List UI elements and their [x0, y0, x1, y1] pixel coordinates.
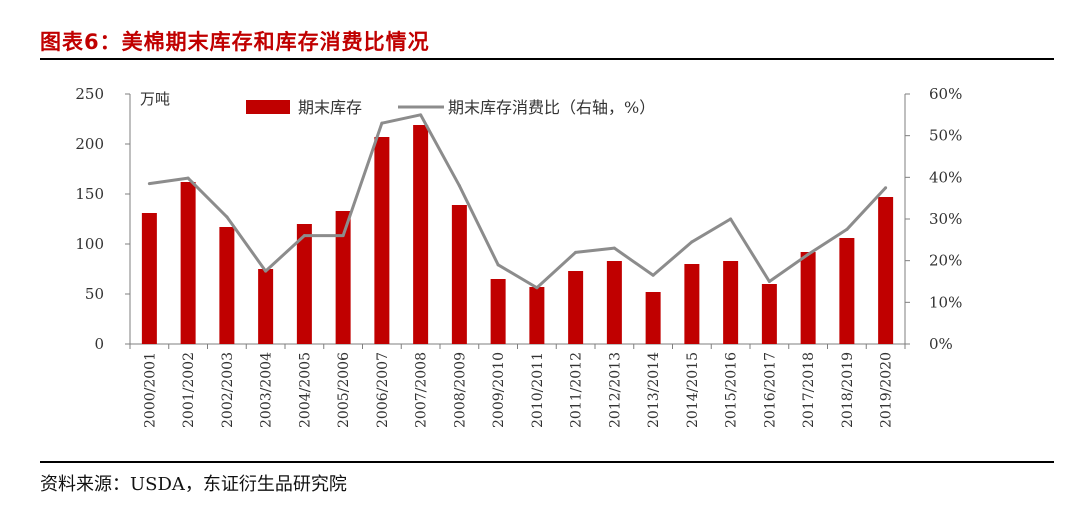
x-tick-label: 2012/2013 [607, 352, 623, 428]
line-stock-to-use-ratio [149, 113, 887, 290]
x-tick-label: 2007/2008 [414, 352, 430, 428]
x-tick-label: 2019/2020 [879, 352, 895, 428]
x-tick-label: 2010/2011 [530, 352, 546, 428]
bar-stock [296, 224, 312, 344]
x-tick-label: 2003/2004 [259, 352, 275, 428]
x-tick-label: 2011/2012 [569, 352, 585, 428]
x-tick-label: 2008/2009 [452, 352, 468, 428]
line-point [845, 227, 849, 231]
right-tick-label: 50% [929, 127, 962, 145]
y-axis-unit-label: 万吨 [140, 90, 170, 108]
bottom-rule [40, 461, 1054, 463]
line-point [690, 240, 694, 244]
bar-stock [413, 125, 429, 344]
x-tick-label: 2001/2002 [181, 352, 197, 428]
line-point [419, 113, 423, 117]
line-point [496, 263, 500, 267]
right-tick-label: 30% [929, 210, 962, 228]
line-point [341, 234, 345, 238]
x-tick-label: 2016/2017 [762, 352, 778, 428]
line-point [225, 215, 229, 219]
left-tick-label: 200 [75, 135, 104, 153]
line-point [264, 269, 268, 273]
line-point [147, 182, 151, 186]
figure-title: 图表6：美棉期末库存和库存消费比情况 [40, 30, 430, 54]
x-tick-label: 2000/2001 [142, 352, 158, 428]
bar-stock [258, 269, 274, 344]
bar-stock [529, 287, 545, 344]
legend-label-ratio: 期末库存消费比（右轴，%） [448, 98, 655, 117]
bar-stock [374, 137, 390, 344]
bar-stock [839, 238, 855, 344]
legend-swatch-stock [246, 100, 290, 114]
x-tick-label: 2017/2018 [801, 352, 817, 428]
bar-stock [606, 261, 622, 344]
left-tick-label: 100 [75, 235, 104, 253]
right-tick-label: 60% [929, 85, 962, 103]
x-tick-label: 2006/2007 [375, 352, 391, 428]
line-point [574, 250, 578, 254]
bar-stock [335, 211, 351, 344]
line-point [535, 286, 539, 290]
bar-stock [723, 261, 739, 344]
x-tick-label: 2005/2006 [336, 352, 352, 428]
line-point [302, 234, 306, 238]
line-point [186, 176, 190, 180]
x-tick-label: 2018/2019 [840, 352, 856, 428]
source-note: 资料来源：USDA，东证衍生品研究院 [40, 474, 347, 495]
bar-stock [761, 284, 777, 344]
left-tick-label: 50 [85, 285, 104, 303]
line-point [457, 184, 461, 188]
line-point [884, 186, 888, 190]
left-tick-label: 0 [94, 335, 104, 353]
bar-stock [141, 213, 157, 344]
line-point [806, 252, 810, 256]
line-point [380, 121, 384, 125]
bar-stock [800, 252, 816, 344]
x-tick-label: 2015/2016 [724, 352, 740, 428]
line-point [729, 217, 733, 221]
right-tick-label: 40% [929, 168, 962, 186]
x-tick-label: 2002/2003 [220, 352, 236, 428]
left-tick-label: 250 [75, 85, 104, 103]
x-tick-label: 2014/2015 [685, 352, 701, 428]
x-tick-label: 2009/2010 [491, 352, 507, 428]
right-tick-label: 10% [929, 293, 962, 311]
line-point [612, 246, 616, 250]
bar-stock [451, 205, 467, 344]
left-tick-label: 150 [75, 185, 104, 203]
top-rule [40, 58, 1054, 60]
bar-stock [645, 292, 661, 344]
bar-stock [180, 182, 196, 344]
bar-stock [878, 197, 894, 344]
right-tick-label: 0% [929, 335, 953, 353]
x-tick-label: 2004/2005 [297, 352, 313, 428]
right-tick-label: 20% [929, 252, 962, 270]
bar-stock [684, 264, 700, 344]
bar-stock [219, 227, 235, 344]
legend-label-stock: 期末库存 [298, 98, 362, 117]
bar-stock [568, 271, 584, 344]
line-point [651, 273, 655, 277]
line-point [767, 280, 771, 283]
x-tick-label: 2013/2014 [646, 352, 662, 428]
bar-stock [490, 279, 506, 344]
